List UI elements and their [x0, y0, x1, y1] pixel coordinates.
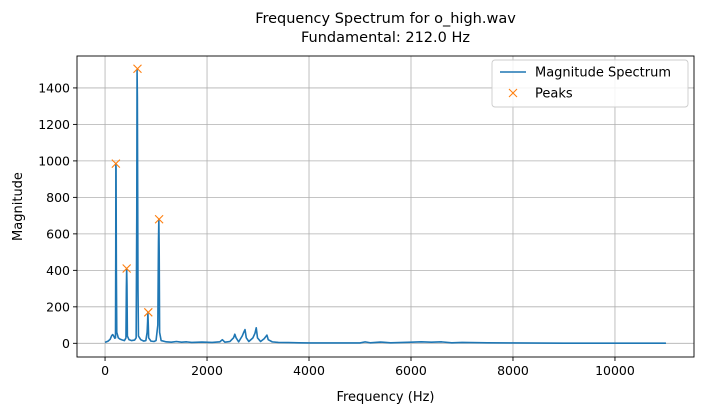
- magnitude-spectrum-line: [104, 68, 666, 344]
- chart-subtitle: Fundamental: 212.0 Hz: [301, 30, 470, 46]
- peak-marker: [133, 64, 142, 74]
- legend-peak-marker: [508, 88, 518, 98]
- y-axis-label: Magnitude: [11, 172, 26, 241]
- y-tick-label: 600: [46, 226, 70, 241]
- x-tick-label: 0: [101, 363, 109, 378]
- plot-series: [104, 64, 666, 344]
- peak-marker: [143, 307, 153, 317]
- legend: Magnitude Spectrum Peaks: [491, 59, 689, 108]
- legend-peak-marker-stroke: [508, 88, 518, 98]
- peak-marker-stroke: [154, 214, 164, 224]
- legend-entry-peaks: Peaks: [535, 87, 573, 102]
- chart-title: Frequency Spectrum for o_high.wav: [255, 11, 516, 27]
- peak-marker-stroke: [122, 264, 132, 273]
- y-tick-label: 200: [46, 299, 70, 314]
- y-tick-label: 400: [46, 263, 70, 278]
- peak-marker: [122, 264, 132, 273]
- y-tick-label: 1400: [38, 80, 70, 95]
- x-tick-label: 8000: [497, 363, 529, 378]
- peak-marker-stroke: [111, 159, 121, 169]
- peak-marker-stroke: [133, 64, 142, 74]
- legend-entry-magnitude-spectrum: Magnitude Spectrum: [535, 66, 671, 81]
- peak-marker: [111, 159, 121, 169]
- x-tick-label: 6000: [395, 363, 427, 378]
- plot-frame: [76, 55, 695, 358]
- peak-marker-stroke: [143, 307, 153, 317]
- y-tick-label: 0: [62, 336, 70, 351]
- y-tick-label: 800: [46, 190, 70, 205]
- x-tick-label: 2000: [191, 363, 223, 378]
- x-axis-label: Frequency (Hz): [336, 390, 434, 405]
- x-tick-label: 10000: [595, 363, 635, 378]
- legend-box: [491, 59, 689, 108]
- x-tick-label: 4000: [293, 363, 325, 378]
- axis-ticks: 0 2000 4000 6000 8000 10000 0 200 400 600 800 1000 1…: [38, 80, 635, 378]
- legend-x-marker-swatch: [508, 88, 518, 98]
- y-tick-label: 1000: [38, 153, 70, 168]
- peak-marker: [154, 214, 164, 224]
- y-tick-label: 1200: [38, 117, 70, 132]
